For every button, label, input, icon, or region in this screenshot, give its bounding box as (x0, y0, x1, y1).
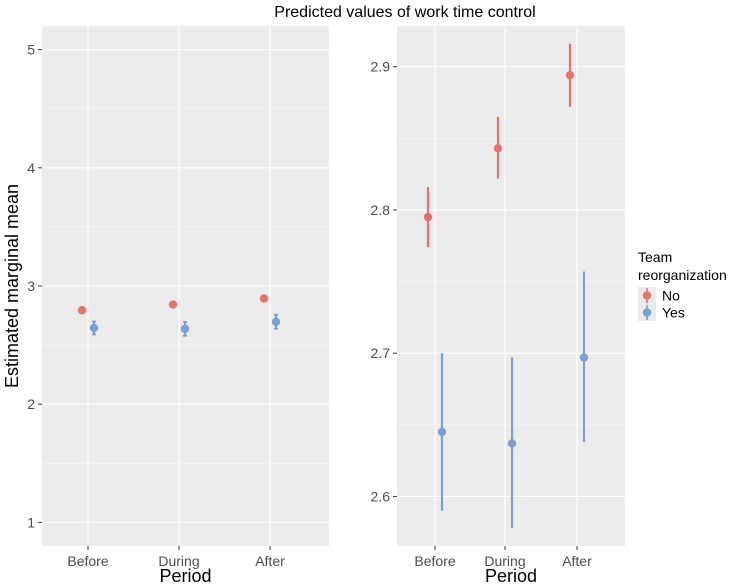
point-yes (507, 439, 517, 448)
chart-title: Predicted values of work time control (274, 4, 535, 21)
y-tick-label: 2.8 (371, 202, 391, 218)
point-no (77, 306, 87, 315)
panel-right: 2.6 2.7 2.8 2.9 Before During After Period (371, 26, 625, 586)
point-no (565, 71, 575, 80)
point-yes (579, 353, 589, 362)
point-yes (437, 427, 447, 437)
point-no (168, 300, 178, 309)
x-axis-title-right: Period (485, 566, 537, 586)
point-no (423, 212, 433, 222)
point-no (259, 294, 269, 303)
legend-label-no: No (662, 288, 680, 304)
x-tick-label: After (255, 553, 285, 569)
y-axis-title-left: Estimated marginal mean (2, 184, 22, 388)
y-tick-label: 2.7 (371, 345, 391, 361)
y-tick-label: 5 (27, 42, 35, 58)
legend-title-line2: reorganization (638, 267, 727, 283)
point-yes (89, 323, 99, 333)
y-tick-label: 2.9 (371, 59, 391, 75)
y-tick-label: 1 (27, 514, 35, 530)
point-yes (271, 317, 281, 327)
y-tick-label: 2 (27, 396, 35, 412)
legend-key-yes-dot (642, 308, 652, 317)
x-tick-label: Before (67, 553, 108, 569)
x-tick-label: Before (414, 553, 455, 569)
x-axis-title-left: Period (159, 566, 211, 586)
legend-entry-yes: Yes (638, 304, 685, 321)
legend-entry-no: No (638, 287, 680, 304)
panel-left: 1 2 3 4 5 Before During After Period Estimated ma… (2, 26, 329, 586)
legend-title-line1: Team (638, 249, 672, 265)
x-tick-label: During (158, 553, 199, 569)
y-tick-label: 2.6 (371, 488, 391, 504)
y-tick-label: 3 (27, 278, 35, 294)
legend-label-yes: Yes (662, 305, 685, 321)
x-tick-label: During (484, 553, 525, 569)
panels: 1 2 3 4 5 Before During After Period Estimated ma… (2, 26, 625, 586)
point-yes (180, 324, 190, 334)
legend-key-no-dot (642, 291, 652, 300)
legend: Team reorganization No Yes (638, 249, 727, 321)
y-tick-label: 4 (27, 160, 35, 176)
point-no (493, 144, 503, 153)
x-tick-label: After (562, 553, 592, 569)
